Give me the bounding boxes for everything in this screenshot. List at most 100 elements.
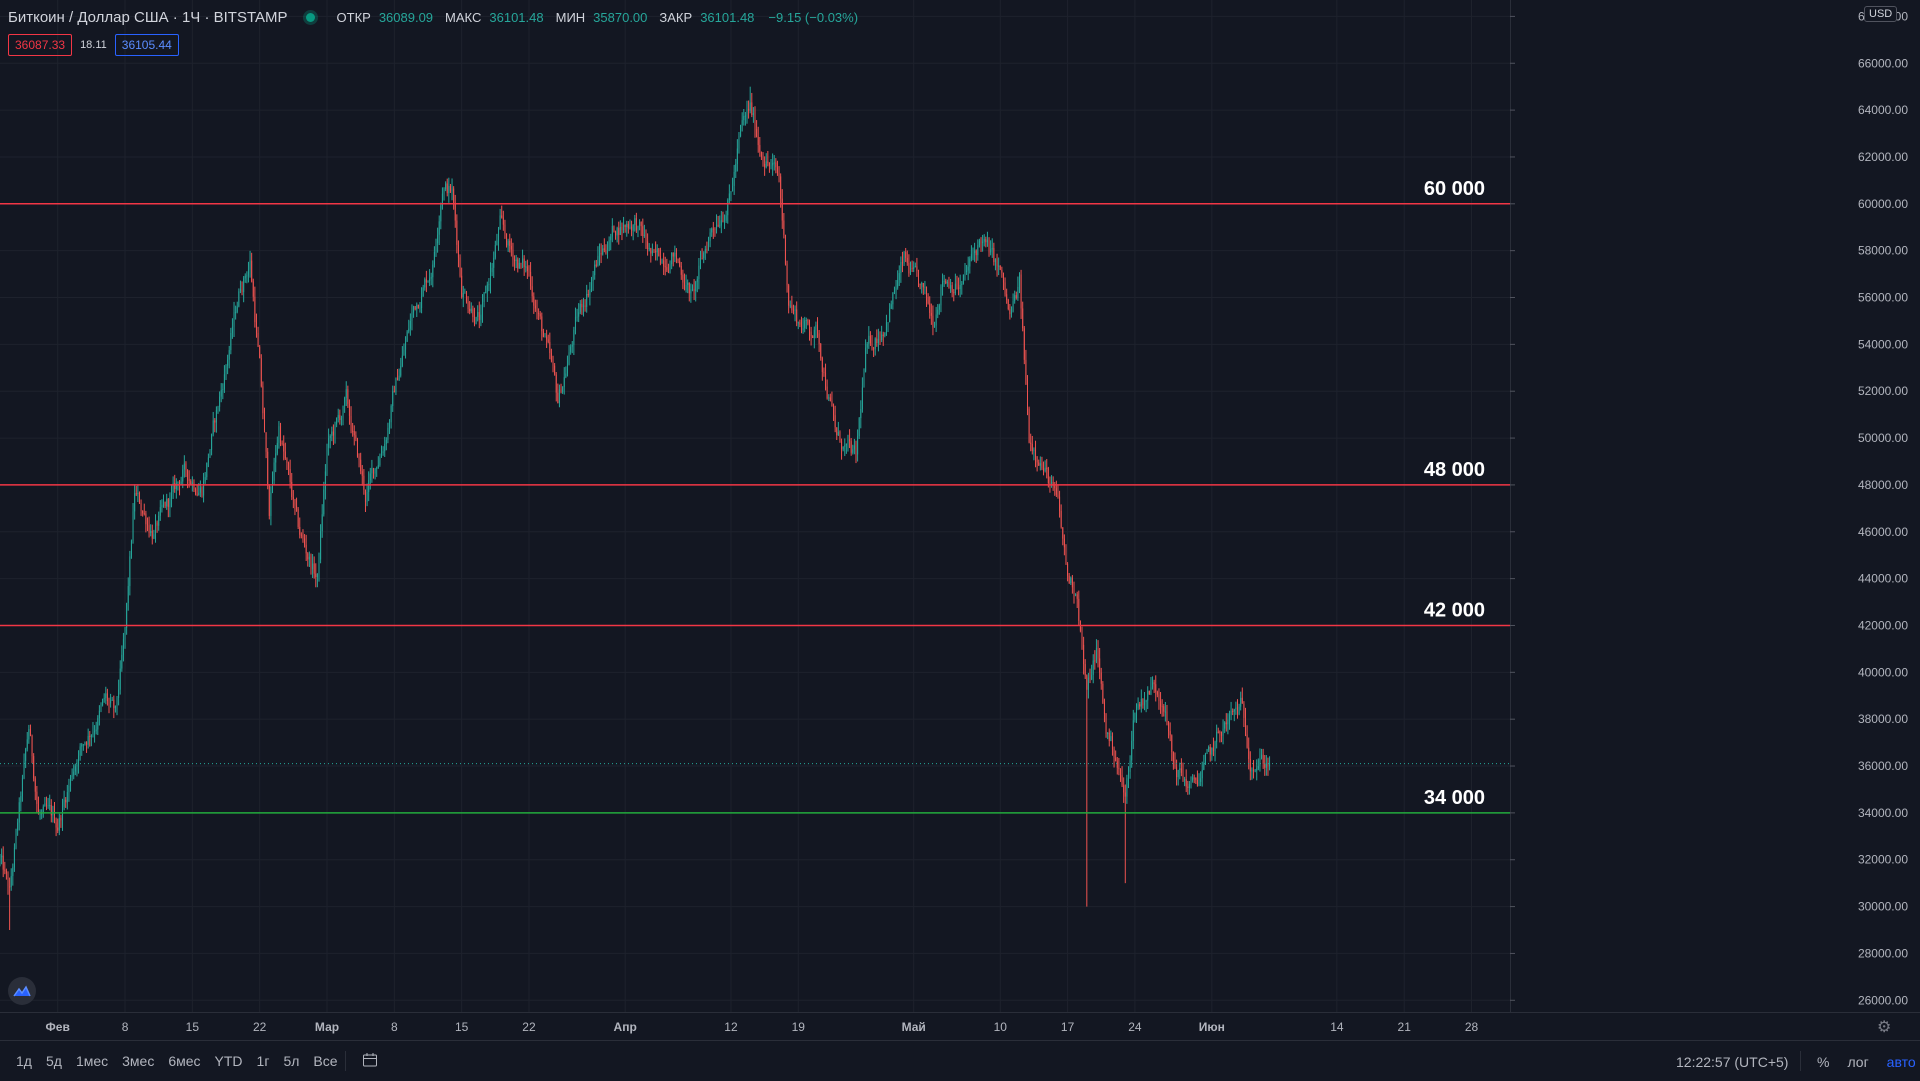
candle-body bbox=[974, 250, 976, 254]
candle-body bbox=[724, 220, 726, 222]
percent-scale-button[interactable]: % bbox=[1817, 1054, 1830, 1070]
candle-body bbox=[464, 292, 466, 294]
candle-body bbox=[1212, 747, 1214, 752]
tradingview-logo-icon[interactable] bbox=[8, 977, 36, 1005]
candle-body bbox=[943, 280, 945, 282]
candle-body bbox=[429, 278, 431, 282]
candle-body bbox=[929, 303, 931, 313]
candle-body bbox=[744, 115, 746, 117]
candle-body bbox=[89, 736, 91, 738]
candle-body bbox=[151, 530, 153, 539]
clock-time[interactable]: 12:22:57 (UTC+5) bbox=[1676, 1054, 1789, 1070]
candle-body bbox=[158, 515, 160, 526]
candle-body bbox=[1039, 463, 1041, 466]
candle-body bbox=[522, 258, 524, 263]
range-ytd[interactable]: YTD bbox=[214, 1053, 243, 1069]
candle-body bbox=[1068, 575, 1070, 583]
candle-body bbox=[671, 252, 673, 265]
candle-body bbox=[528, 271, 530, 273]
range-5y[interactable]: 5л bbox=[283, 1053, 300, 1069]
candle-body bbox=[547, 339, 549, 343]
candle-body bbox=[310, 556, 312, 570]
log-scale-button[interactable]: лог bbox=[1847, 1054, 1869, 1070]
auto-scale-button[interactable]: авто bbox=[1886, 1054, 1916, 1070]
candle-body bbox=[918, 270, 920, 284]
candle-body bbox=[518, 262, 520, 269]
candle-body bbox=[419, 308, 421, 310]
candle-body bbox=[1172, 751, 1174, 762]
candle-body bbox=[783, 220, 785, 235]
high-label: МАКС bbox=[445, 10, 482, 25]
calendar-icon[interactable] bbox=[362, 1052, 378, 1068]
candle-body bbox=[921, 283, 923, 285]
candle-body bbox=[834, 415, 836, 428]
candle-body bbox=[199, 487, 201, 493]
range-1d[interactable]: 1д bbox=[16, 1053, 32, 1069]
candle-body bbox=[603, 248, 605, 250]
candle-body bbox=[409, 321, 411, 329]
y-tick-label: 60000.00 bbox=[1858, 197, 1908, 211]
candle-body bbox=[45, 803, 47, 806]
candle-body bbox=[315, 573, 317, 578]
candle-body bbox=[443, 189, 445, 194]
candle-body bbox=[342, 406, 344, 418]
candle-body bbox=[738, 135, 740, 149]
gear-icon[interactable]: ⚙ bbox=[1877, 1019, 1892, 1036]
candle-body bbox=[716, 224, 718, 230]
candle-body bbox=[635, 218, 637, 231]
candle-body bbox=[60, 818, 62, 821]
candle-body bbox=[353, 430, 355, 436]
candle-body bbox=[121, 654, 123, 669]
range-1m[interactable]: 1мес bbox=[75, 1053, 109, 1069]
symbol-title[interactable]: Биткоин / Доллар США · 1Ч · BITSTAMP bbox=[8, 9, 288, 26]
currency-badge[interactable]: USD bbox=[1864, 6, 1898, 22]
candle-body bbox=[483, 292, 485, 302]
candle-body bbox=[225, 365, 227, 375]
candle-body bbox=[1137, 704, 1139, 709]
candle-body bbox=[624, 224, 626, 228]
candle-body bbox=[361, 471, 363, 476]
range-3m[interactable]: 3мес bbox=[122, 1053, 155, 1069]
candle-body bbox=[1022, 308, 1024, 329]
candle-body bbox=[405, 341, 407, 350]
candle-body bbox=[1, 855, 3, 858]
candle-body bbox=[116, 697, 118, 706]
sell-button[interactable]: 36087.33 bbox=[8, 34, 73, 56]
candle-body bbox=[706, 248, 708, 250]
candle-body bbox=[578, 312, 580, 317]
range-all[interactable]: Все bbox=[313, 1053, 338, 1069]
candle-body bbox=[655, 250, 657, 253]
range-1y[interactable]: 1г bbox=[256, 1053, 270, 1069]
candle-body bbox=[1179, 768, 1181, 770]
candle-body bbox=[1161, 706, 1163, 708]
candle-body bbox=[1073, 587, 1075, 595]
candle-body bbox=[1262, 754, 1264, 764]
candle-body bbox=[312, 563, 314, 570]
candle-body bbox=[643, 234, 645, 237]
candle-body bbox=[1041, 463, 1043, 469]
candle-body bbox=[802, 328, 804, 331]
candle-body bbox=[135, 493, 137, 495]
candle-body bbox=[339, 415, 341, 421]
candle-body bbox=[100, 705, 102, 711]
candle-body bbox=[1180, 768, 1182, 773]
candle-body bbox=[732, 185, 734, 192]
candle-body bbox=[812, 336, 814, 339]
candle-body bbox=[150, 530, 152, 533]
range-6m[interactable]: 6мес bbox=[168, 1053, 201, 1069]
candle-body bbox=[1081, 630, 1083, 645]
candle-body bbox=[983, 239, 985, 242]
candle-body bbox=[198, 492, 200, 496]
buy-button[interactable]: 36105.44 bbox=[114, 34, 179, 56]
y-tick-label: 28000.00 bbox=[1858, 946, 1908, 960]
candle-body bbox=[1094, 660, 1096, 662]
candle-body bbox=[166, 499, 168, 507]
candle-body bbox=[430, 277, 432, 279]
candle-body bbox=[576, 316, 578, 318]
candle-body bbox=[55, 822, 57, 828]
candle-body bbox=[1027, 384, 1029, 409]
range-5d[interactable]: 5д bbox=[45, 1053, 62, 1069]
candle-body bbox=[25, 748, 27, 761]
